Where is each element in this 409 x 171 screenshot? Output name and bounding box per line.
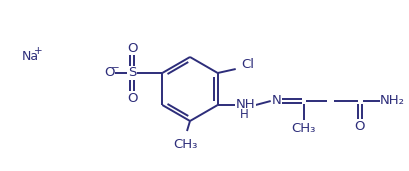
Text: −: −	[111, 63, 119, 73]
Text: NH: NH	[235, 98, 255, 111]
Text: N: N	[271, 95, 281, 108]
Text: H: H	[240, 108, 249, 121]
Text: Na: Na	[22, 49, 39, 62]
Text: CH₃: CH₃	[291, 122, 315, 135]
Text: O: O	[127, 91, 137, 104]
Text: CH₃: CH₃	[172, 137, 197, 150]
Text: Cl: Cl	[240, 58, 254, 71]
Text: O: O	[127, 42, 137, 55]
Text: O: O	[104, 67, 114, 80]
Text: +: +	[34, 46, 42, 56]
Text: S: S	[128, 67, 136, 80]
Text: O: O	[354, 121, 364, 134]
Text: NH₂: NH₂	[379, 95, 404, 108]
